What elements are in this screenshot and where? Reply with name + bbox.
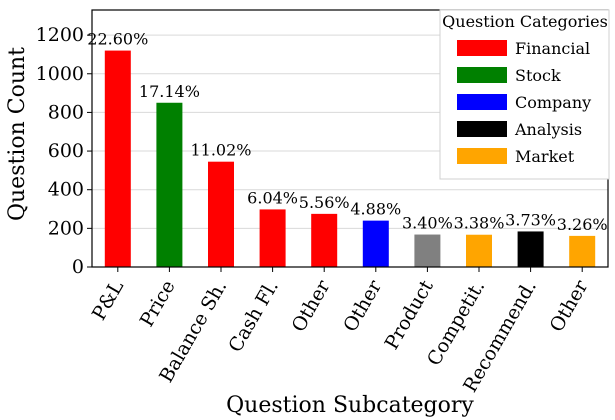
bar — [104, 50, 131, 267]
y-tick-label: 1000 — [36, 63, 84, 85]
legend-swatch — [457, 121, 507, 137]
legend: Question Categories Financial Stock Compan… — [439, 9, 610, 180]
bar — [311, 213, 338, 267]
y-axis-ticks: 0 200 400 600 800 1000 1200 — [36, 24, 92, 278]
legend-swatch — [457, 148, 507, 164]
legend-label: Market — [515, 147, 575, 166]
legend-swatch — [457, 94, 507, 110]
x-tick-label: Other — [546, 276, 593, 336]
bar-value-label: 3.26% — [557, 215, 608, 234]
legend-label: Financial — [515, 39, 590, 58]
y-tick-label: 400 — [48, 179, 84, 201]
y-tick-label: 800 — [48, 101, 84, 123]
y-axis-title: Question Count — [5, 47, 30, 221]
bar — [569, 235, 596, 267]
legend-swatch — [457, 67, 507, 83]
bar-value-label: 3.38% — [454, 214, 505, 233]
bar-value-label: 4.88% — [350, 200, 401, 219]
legend-label: Company — [515, 93, 591, 112]
bar — [208, 161, 234, 267]
y-tick-label: 0 — [72, 256, 84, 278]
bar — [259, 209, 286, 267]
bar — [466, 234, 492, 267]
bar — [517, 231, 544, 267]
x-tick-label: Price — [136, 277, 180, 331]
bar-value-label: 3.40% — [402, 214, 453, 233]
legend-title: Question Categories — [442, 12, 608, 31]
legend-swatch — [457, 40, 507, 56]
x-tick-label: Cash Fl. — [224, 277, 283, 357]
x-tick-label: Product — [381, 276, 438, 353]
legend-label: Analysis — [514, 120, 582, 139]
x-tick-label: Other — [288, 276, 335, 336]
bar — [362, 220, 389, 267]
bar-value-label: 3.73% — [505, 210, 556, 229]
bar-value-label: 17.14% — [139, 82, 200, 101]
bar-value-label: 5.56% — [299, 193, 350, 212]
bar-value-label: 6.04% — [247, 188, 298, 207]
legend-items: Financial Stock Company Analysis Market — [457, 39, 591, 166]
x-axis-title: Question Subcategory — [226, 393, 474, 418]
bar — [156, 102, 183, 267]
bar-value-label: 11.02% — [190, 141, 251, 160]
x-tick-label: P&L — [88, 276, 128, 324]
x-tick-label: Other — [339, 276, 386, 336]
bar-value-label: 22.60% — [87, 30, 148, 49]
bar — [414, 234, 441, 267]
legend-label: Stock — [515, 66, 561, 85]
bars — [104, 50, 596, 267]
bar-value-labels: 22.60%17.14%11.02%6.04% 5.56% 4.88%3.40% 3.… — [87, 30, 607, 234]
y-tick-label: 200 — [48, 217, 84, 239]
y-tick-label: 1200 — [36, 24, 84, 46]
y-tick-label: 600 — [48, 140, 84, 162]
